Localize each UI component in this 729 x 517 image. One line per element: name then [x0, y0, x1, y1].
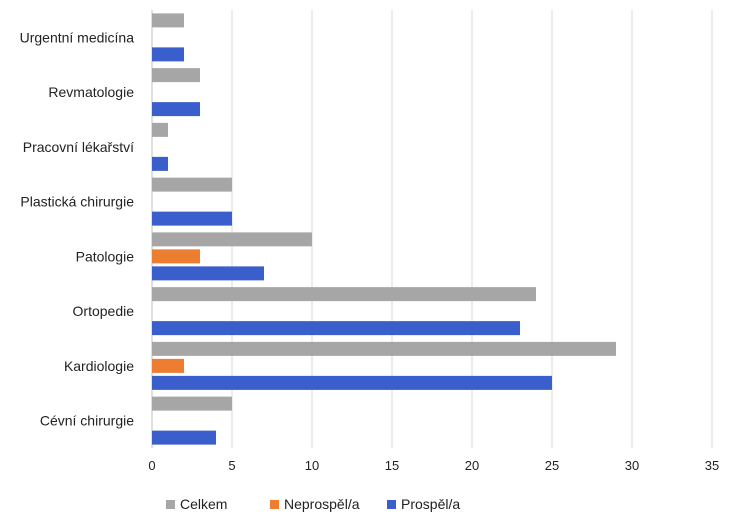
category-labels: Urgentní medicína Revmatologie Pracovní lé… [20, 29, 135, 428]
category-label: Plastická chirurgie [20, 194, 134, 210]
bars [152, 13, 616, 445]
bar-Neprospěl/a-4 [152, 249, 200, 264]
bar-Celkem-5 [152, 287, 536, 302]
x-tick-labels: 0 5 10 15 20 25 30 35 [148, 458, 719, 473]
legend-swatch-1 [270, 500, 279, 509]
bar-Celkem-6 [152, 341, 616, 356]
category-label: Urgentní medicína [20, 29, 135, 45]
x-tick-label: 30 [625, 458, 639, 473]
bar-Celkem-3 [152, 177, 232, 192]
bar-Celkem-4 [152, 232, 312, 247]
bar-Celkem-1 [152, 68, 200, 83]
gridlines [151, 10, 713, 448]
x-tick-label: 5 [228, 458, 235, 473]
category-label: Cévní chirurgie [40, 413, 134, 429]
legend-label: Prospěl/a [401, 496, 460, 512]
bar-Prospěl/a-2 [152, 156, 168, 171]
bar-Prospěl/a-5 [152, 321, 520, 336]
bar-Neprospěl/a-6 [152, 358, 184, 373]
x-tick-label: 25 [545, 458, 559, 473]
x-tick-label: 20 [465, 458, 479, 473]
category-label: Revmatologie [48, 84, 134, 100]
bar-Prospěl/a-1 [152, 102, 200, 117]
x-tick-label: 35 [705, 458, 719, 473]
bar-Celkem-0 [152, 13, 184, 28]
bar-Prospěl/a-4 [152, 266, 264, 281]
bar-Celkem-2 [152, 122, 168, 137]
bar-Prospěl/a-7 [152, 430, 216, 445]
category-label: Pracovní lékařství [23, 139, 134, 155]
category-label: Patologie [76, 248, 135, 264]
x-tick-label: 15 [385, 458, 399, 473]
legend-label: Celkem [180, 496, 227, 512]
legend-label: Neprospěl/a [284, 496, 360, 512]
bar-Celkem-7 [152, 396, 232, 411]
bar-Prospěl/a-0 [152, 47, 184, 62]
legend-swatch-0 [166, 500, 175, 509]
x-tick-label: 10 [305, 458, 319, 473]
x-tick-label: 0 [148, 458, 155, 473]
category-label: Kardiologie [64, 358, 134, 374]
category-label: Ortopedie [73, 303, 135, 319]
legend-swatch-2 [387, 500, 396, 509]
bar-Prospěl/a-6 [152, 375, 552, 390]
bar-Prospěl/a-3 [152, 211, 232, 226]
legend: Celkem Neprospěl/a Prospěl/a [166, 496, 460, 512]
